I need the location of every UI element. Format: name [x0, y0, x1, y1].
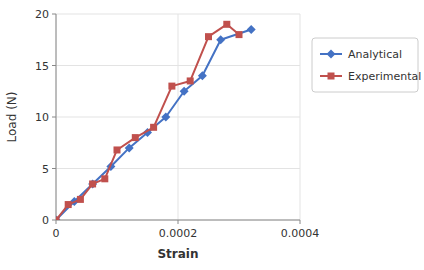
x-tick — [178, 220, 179, 224]
data-point — [132, 134, 139, 141]
y-tick-label: 0 — [42, 214, 49, 227]
data-point — [114, 146, 121, 153]
data-point — [247, 25, 256, 34]
series — [56, 21, 243, 220]
chart-svg: 0 0.0002 0.0004 0 5 10 15 20 Strain Load (N) Analy… — [0, 0, 424, 270]
data-point — [223, 21, 230, 28]
legend-marker — [327, 50, 336, 59]
y-grid-line — [56, 220, 300, 221]
x-grid-line — [56, 14, 57, 220]
y-tick — [52, 65, 56, 66]
legend-label: Analytical — [348, 48, 402, 61]
y-axis-line — [56, 14, 57, 220]
legend-label: Experimental — [348, 70, 421, 83]
data-point — [150, 124, 157, 131]
data-point — [216, 35, 225, 44]
y-tick-label: 15 — [35, 60, 49, 73]
series — [56, 25, 256, 220]
data-point — [89, 180, 96, 187]
y-tick — [52, 14, 56, 15]
data-point — [236, 31, 243, 38]
y-tick — [52, 220, 56, 221]
series-line — [56, 24, 239, 220]
y-grid-line — [56, 117, 300, 118]
y-grid-line — [56, 14, 300, 15]
y-grid-line — [56, 65, 300, 66]
data-point — [161, 113, 170, 122]
y-axis-label: Load (N) — [5, 92, 19, 143]
x-tick-label: 0 — [53, 227, 60, 240]
data-point — [88, 179, 97, 188]
y-tick-label: 10 — [35, 111, 49, 124]
data-point — [180, 87, 189, 96]
x-axis-label: Strain — [157, 247, 198, 261]
y-tick-label: 5 — [42, 163, 49, 176]
y-tick — [52, 168, 56, 169]
y-tick-label: 20 — [35, 8, 49, 21]
data-point — [205, 33, 212, 40]
y-tick — [52, 117, 56, 118]
chart-container: 0 0.0002 0.0004 0 5 10 15 20 Strain Load (N) Analy… — [0, 0, 424, 270]
y-grid-line — [56, 168, 300, 169]
grid — [56, 14, 300, 220]
x-tick-label: 0.0002 — [159, 227, 198, 240]
legend-marker — [328, 73, 335, 80]
data-point — [56, 217, 60, 221]
data-point — [168, 83, 175, 90]
axes: 0 0.0002 0.0004 0 5 10 15 20 — [35, 8, 319, 240]
x-axis-line — [56, 220, 300, 221]
x-tick-label: 0.0004 — [281, 227, 320, 240]
x-tick — [56, 220, 57, 224]
legend-box — [312, 38, 418, 92]
data-point — [187, 77, 194, 84]
plot-area — [56, 21, 256, 220]
x-tick — [300, 220, 301, 224]
data-point — [198, 71, 207, 80]
data-point — [77, 196, 84, 203]
legend: Analytical Experimental — [312, 38, 421, 92]
data-point — [65, 201, 72, 208]
data-point — [101, 175, 108, 182]
series-line — [56, 29, 251, 220]
